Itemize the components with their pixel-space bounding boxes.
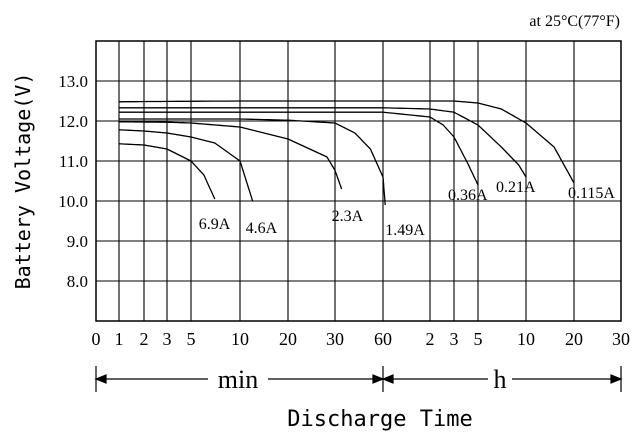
arrowhead-left [94, 374, 107, 384]
series-label: 0.115A [568, 185, 615, 202]
y-tick-label: 12.0 [58, 112, 88, 131]
series-label: 0.21A [496, 179, 536, 196]
series-curve [119, 118, 386, 206]
x-tick-label: 2 [426, 329, 435, 349]
series-curve [119, 121, 343, 190]
series-labels: 6.9A 4.6A 2.3A 1.49A 0.36A 0.21A 0.115A [199, 179, 616, 239]
series-label: 0.36A [448, 187, 488, 204]
x-tick-label: 3 [450, 329, 459, 349]
x-tick-label: 30 [326, 329, 344, 349]
y-tick-label: 11.0 [59, 152, 88, 171]
series-curve [118, 143, 216, 200]
x-tick-labels: 0 1 2 3 5 10 20 30 60 2 3 5 10 20 30 [92, 329, 631, 349]
series-label: 2.3A [332, 208, 364, 225]
y-tick-labels: 13.0 12.0 11.0 10.0 9.0 8.0 [58, 72, 88, 291]
x-tick-label: 60 [374, 329, 392, 349]
y-tick-label: 10.0 [58, 192, 88, 211]
x-tick-label: 1 [115, 329, 124, 349]
y-tick-label: 13.0 [58, 72, 88, 91]
x-tick-label: 2 [140, 329, 149, 349]
range-indicators [94, 366, 623, 392]
x-tick-label: 20 [279, 329, 297, 349]
x-tick-label: 10 [231, 329, 249, 349]
x-axis-label: Discharge Time [287, 407, 472, 432]
chart-title: at 25°C(77°F) [529, 13, 620, 30]
y-tick-label: 9.0 [67, 232, 88, 251]
series-label: 4.6A [246, 220, 278, 237]
range-label-min: min [218, 365, 258, 394]
series-curve [118, 100, 575, 184]
range-label-h: h [494, 365, 507, 394]
series-curve [119, 111, 479, 186]
plot-frame [95, 40, 622, 322]
arrowhead-mid-right [381, 374, 394, 384]
x-tick-label: 3 [163, 329, 172, 349]
x-tick-label: 5 [474, 329, 483, 349]
series-label: 6.9A [199, 216, 231, 233]
series-curve [119, 107, 527, 178]
x-tick-label: 20 [565, 329, 583, 349]
x-tick-label: 5 [187, 329, 196, 349]
x-tick-label: 10 [517, 329, 535, 349]
y-axis-label: Battery Voltage(V) [11, 73, 35, 290]
y-tick-label: 8.0 [67, 272, 88, 291]
series-curve [118, 129, 254, 202]
series-label: 1.49A [385, 222, 425, 239]
arrowhead-mid-left [372, 374, 385, 384]
x-tick-label: 30 [612, 329, 630, 349]
series-group [118, 100, 575, 206]
x-tick-label: 0 [92, 329, 101, 349]
arrowhead-right [610, 374, 623, 384]
grid [96, 41, 621, 321]
